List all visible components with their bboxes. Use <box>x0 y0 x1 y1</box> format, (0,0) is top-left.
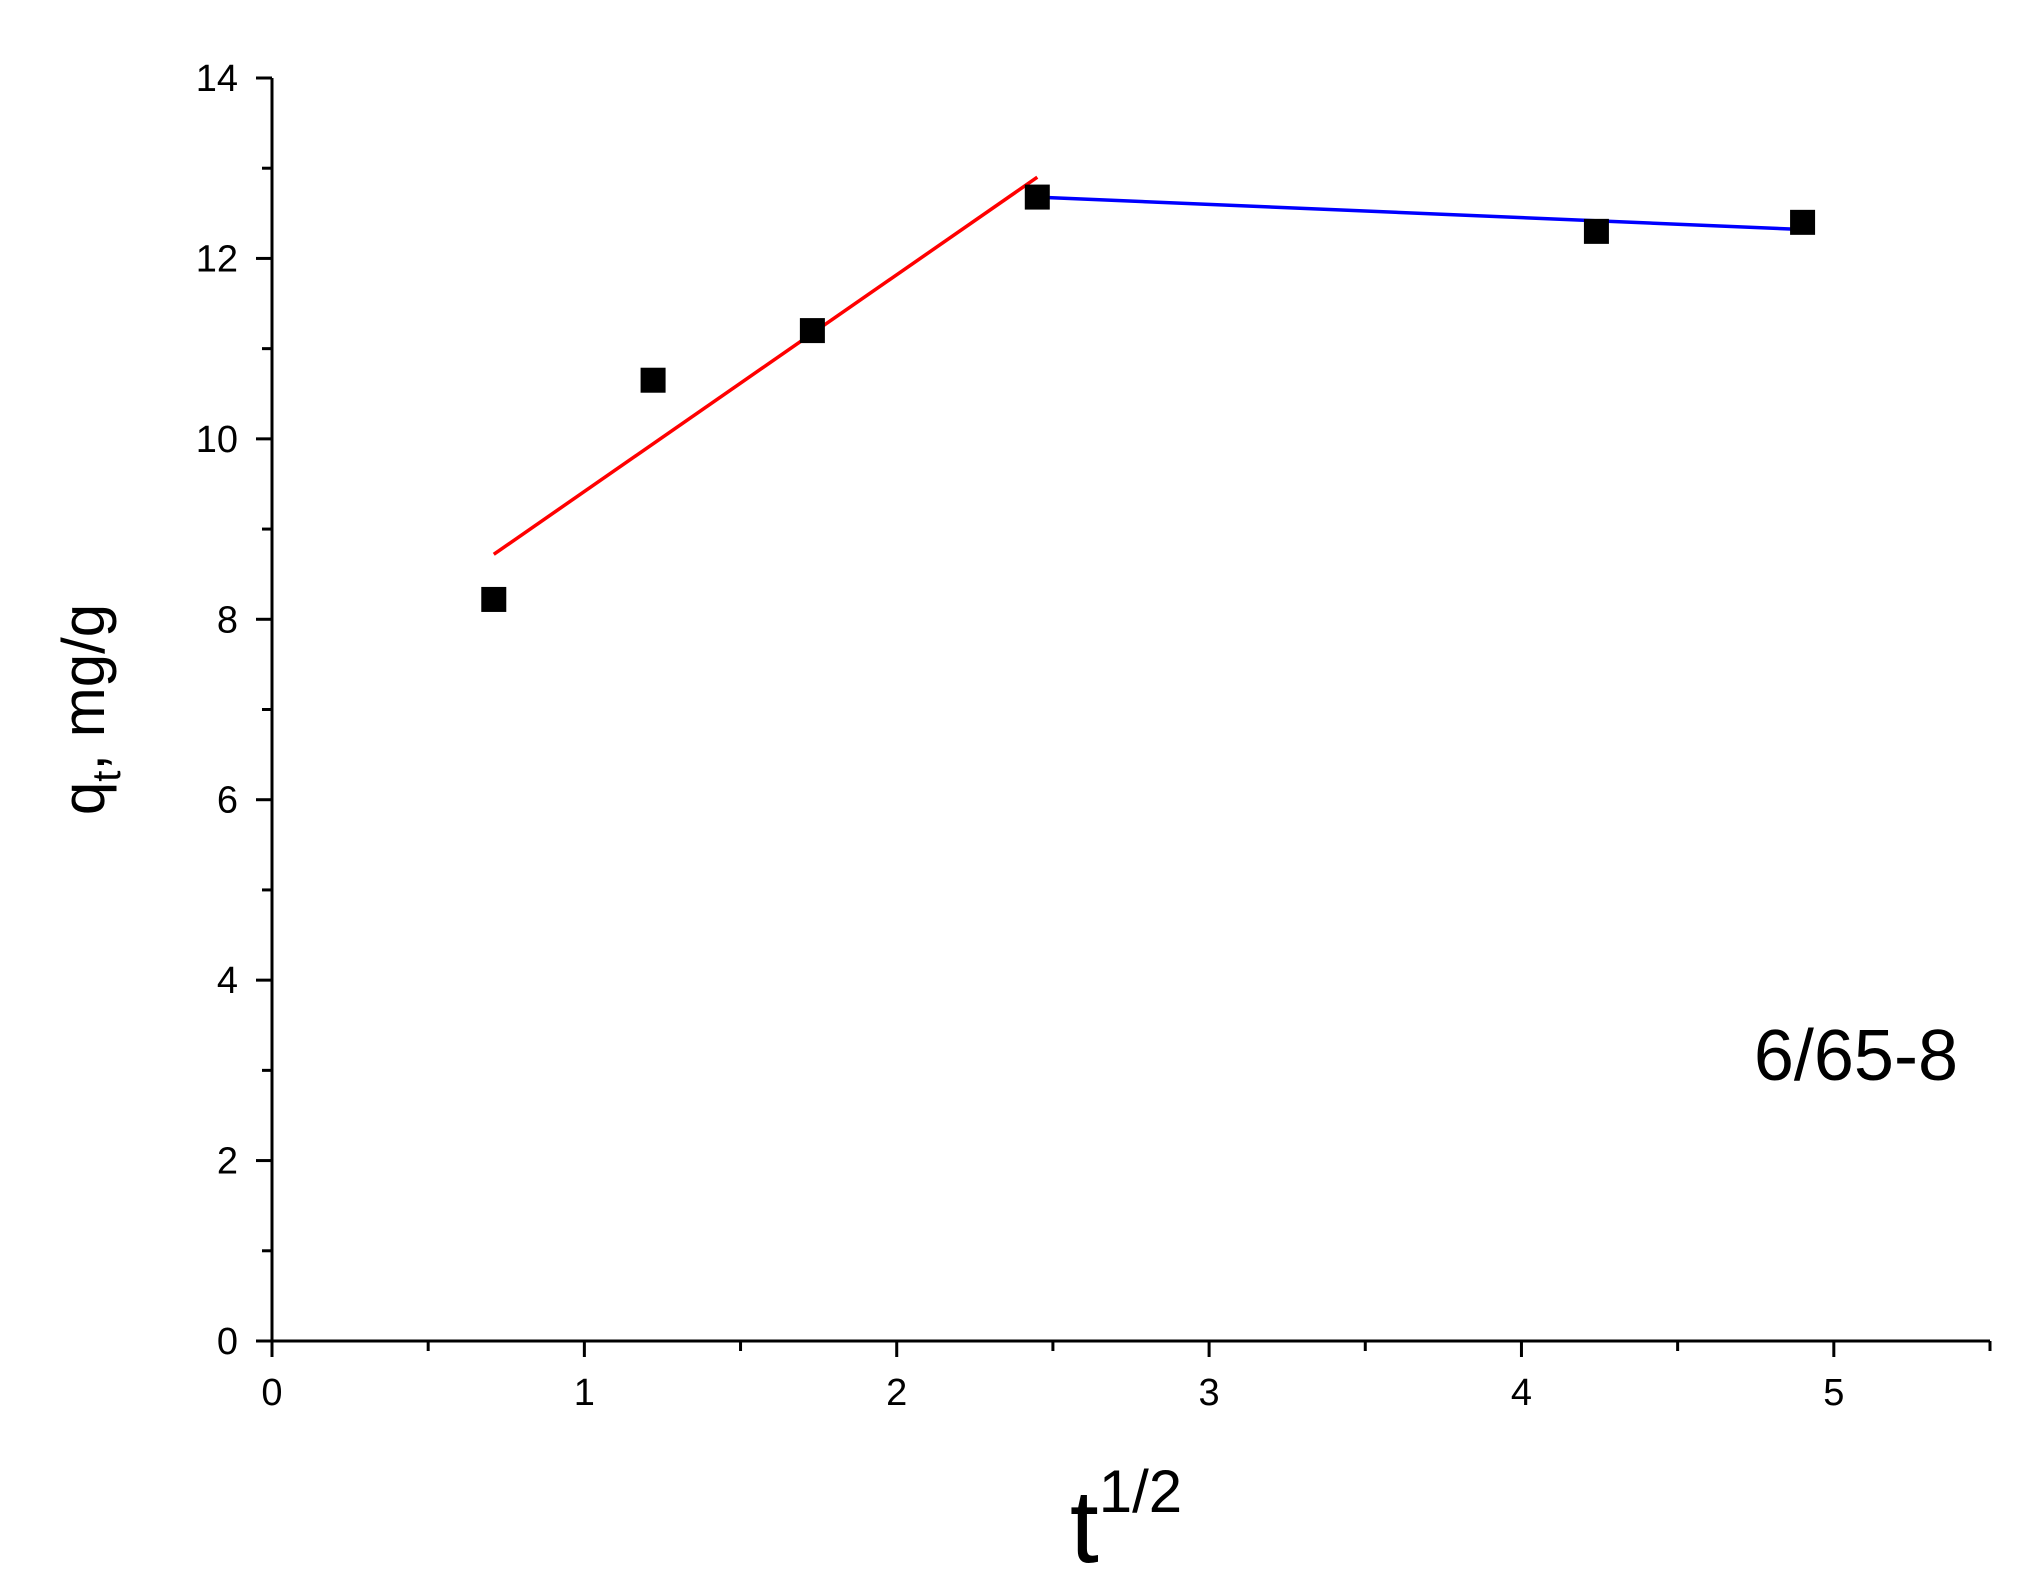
axis-labels: t1/2 qt, mg/g 6/65-8 <box>50 604 1958 1585</box>
y-tick-label: 0 <box>217 1321 238 1363</box>
data-point <box>1024 184 1050 210</box>
data-points <box>481 184 1816 612</box>
y-axis-title-base: q <box>50 782 117 815</box>
sample-annotation: 6/65-8 <box>1754 1016 1958 1096</box>
y-tick-label: 14 <box>196 58 238 100</box>
data-point <box>1790 209 1816 235</box>
y-tick-label: 6 <box>217 780 238 822</box>
x-tick-label: 3 <box>1199 1372 1220 1414</box>
fit-lines <box>492 175 1803 556</box>
x-axis-title-superscript: 1/2 <box>1099 1458 1182 1525</box>
x-axis-title: t1/2 <box>1070 1458 1182 1585</box>
y-tick-label: 2 <box>217 1141 238 1183</box>
x-tick-label: 4 <box>1511 1372 1532 1414</box>
y-tick-label: 8 <box>217 599 238 641</box>
data-point <box>640 367 666 393</box>
data-point <box>799 318 825 344</box>
x-tick-label: 2 <box>886 1372 907 1414</box>
data-point <box>1583 218 1609 244</box>
x-tick-label: 1 <box>574 1372 595 1414</box>
x-tick-label: 5 <box>1823 1372 1844 1414</box>
y-tick-label: 10 <box>196 419 238 461</box>
y-tick-label: 12 <box>196 238 238 280</box>
fit-line-2 <box>1037 195 1803 232</box>
fit-line-1 <box>492 175 1039 556</box>
y-tick-label: 4 <box>217 960 238 1002</box>
data-point <box>481 586 507 612</box>
y-axis-title: qt, mg/g <box>50 604 129 815</box>
y-axis-title-subscript: t <box>85 771 129 782</box>
y-axis-title-suffix: , mg/g <box>50 604 117 771</box>
x-tick-label: 0 <box>261 1372 282 1414</box>
x-axis-title-base: t <box>1070 1469 1099 1585</box>
